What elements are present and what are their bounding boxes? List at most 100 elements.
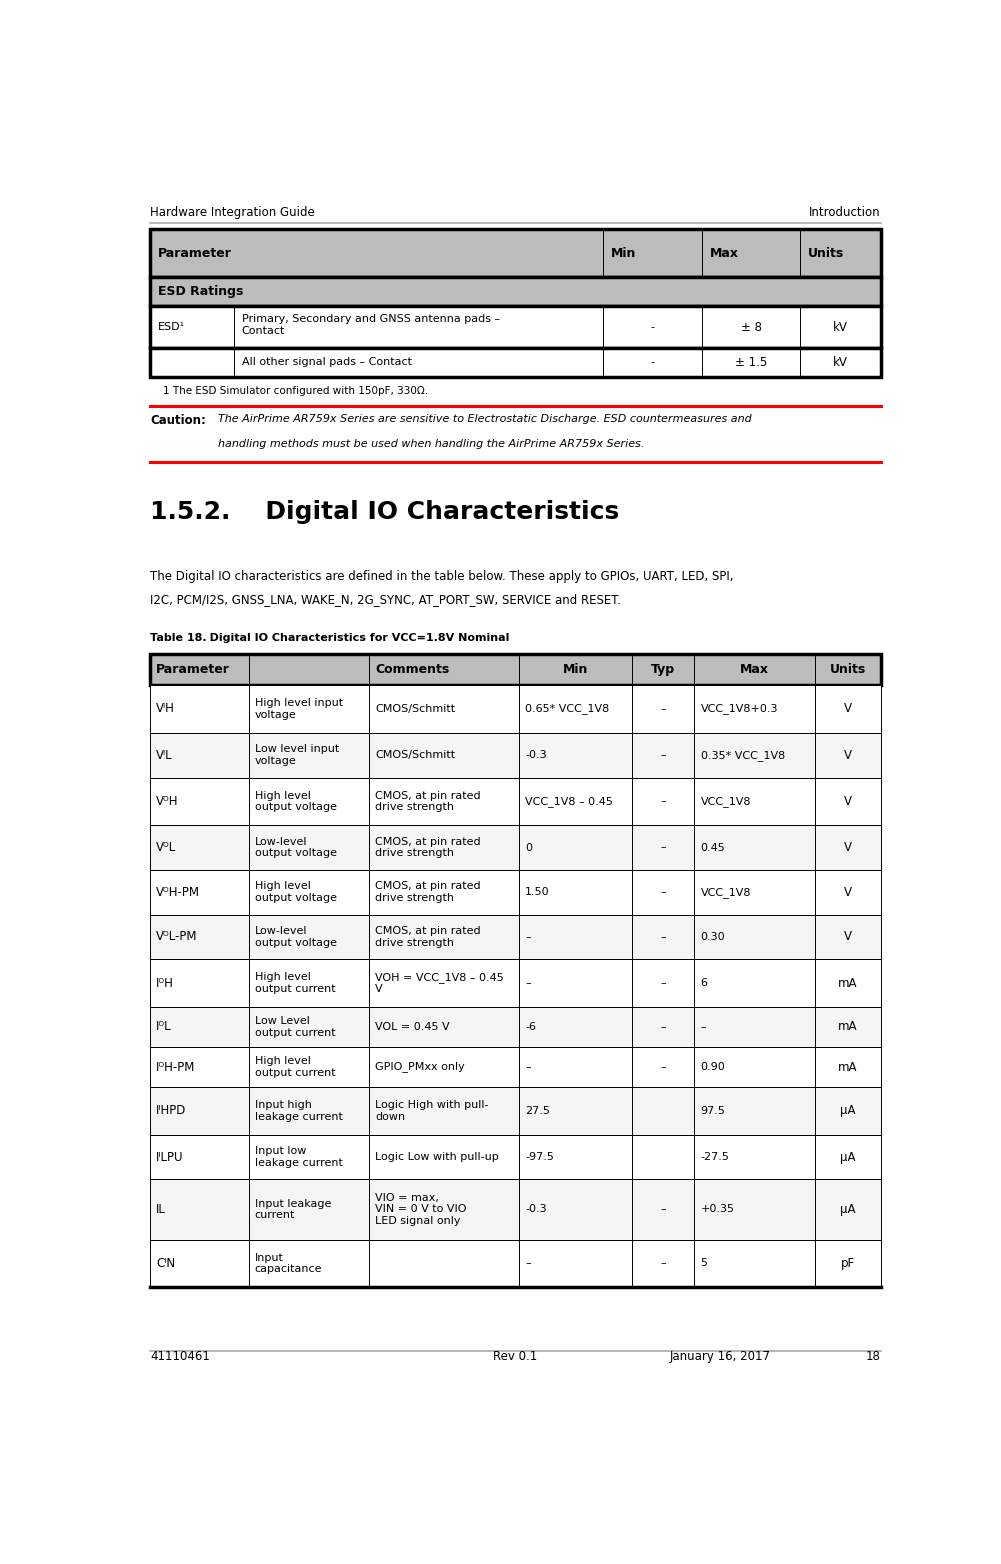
Text: V: V — [844, 841, 852, 854]
Bar — [150, 1087, 881, 1135]
Text: -27.5: -27.5 — [701, 1153, 730, 1162]
Text: Units: Units — [830, 663, 866, 676]
Text: High level input
voltage: High level input voltage — [255, 698, 343, 719]
Text: Input low
leakage current: Input low leakage current — [255, 1146, 342, 1168]
Text: Low Level
output current: Low Level output current — [255, 1017, 335, 1038]
Text: 0.65* VCC_1V8: 0.65* VCC_1V8 — [526, 704, 610, 715]
Text: Max: Max — [710, 247, 739, 260]
Text: 18: 18 — [866, 1350, 881, 1362]
Bar — [150, 870, 881, 915]
Text: –: – — [661, 1062, 666, 1071]
Text: 1 The ESD Simulator configured with 150pF, 330Ω.: 1 The ESD Simulator configured with 150p… — [150, 386, 428, 396]
Text: mA: mA — [838, 1020, 858, 1034]
Text: mA: mA — [838, 1060, 858, 1073]
Text: GPIO_PMxx only: GPIO_PMxx only — [375, 1062, 465, 1073]
Bar — [150, 959, 881, 1007]
Text: Logic High with pull-
down: Logic High with pull- down — [375, 1099, 488, 1121]
Bar — [150, 654, 881, 685]
Text: Min: Min — [611, 247, 637, 260]
Text: –: – — [661, 932, 666, 942]
Text: 5: 5 — [701, 1259, 708, 1268]
Text: 0.45: 0.45 — [701, 843, 726, 852]
Text: -0.3: -0.3 — [526, 751, 547, 760]
Text: 27.5: 27.5 — [526, 1106, 551, 1115]
Text: January 16, 2017: January 16, 2017 — [670, 1350, 770, 1362]
Text: 0.90: 0.90 — [701, 1062, 726, 1071]
Text: 0: 0 — [526, 843, 533, 852]
Text: handling methods must be used when handling the AirPrime AR759x Series.: handling methods must be used when handl… — [218, 438, 645, 449]
Text: –: – — [661, 1021, 666, 1032]
Text: VIO = max,
VIN = 0 V to VIO
LED signal only: VIO = max, VIN = 0 V to VIO LED signal o… — [375, 1193, 466, 1226]
Bar — [150, 915, 881, 959]
Text: All other signal pads – Contact: All other signal pads – Contact — [241, 358, 411, 368]
Text: Input
capacitance: Input capacitance — [255, 1253, 322, 1275]
Text: Low-level
output voltage: Low-level output voltage — [255, 837, 336, 859]
Text: VᴼL: VᴼL — [156, 841, 176, 854]
Text: VᴵL: VᴵL — [156, 749, 173, 762]
Bar — [150, 1046, 881, 1087]
Text: 41110461: 41110461 — [150, 1350, 210, 1362]
Text: VᴼL-PM: VᴼL-PM — [156, 931, 197, 943]
Bar — [150, 1240, 881, 1287]
Text: 97.5: 97.5 — [701, 1106, 726, 1115]
Text: kV: kV — [833, 357, 848, 369]
Text: kV: kV — [833, 321, 848, 333]
Text: Logic Low with pull-up: Logic Low with pull-up — [375, 1153, 499, 1162]
Text: μA: μA — [840, 1104, 856, 1117]
Text: The AirPrime AR759x Series are sensitive to Electrostatic Discharge. ESD counter: The AirPrime AR759x Series are sensitive… — [218, 414, 752, 424]
Text: IᴼH-PM: IᴼH-PM — [156, 1060, 195, 1073]
Text: 1.50: 1.50 — [526, 887, 550, 898]
Text: 6: 6 — [701, 978, 708, 988]
Text: High level
output current: High level output current — [255, 973, 335, 993]
Text: Parameter: Parameter — [156, 663, 230, 676]
Text: VCC_1V8+0.3: VCC_1V8+0.3 — [701, 704, 778, 715]
Text: V: V — [844, 931, 852, 943]
Text: Input high
leakage current: Input high leakage current — [255, 1099, 342, 1121]
Text: Primary, Secondary and GNSS antenna pads –
Contact: Primary, Secondary and GNSS antenna pads… — [241, 314, 499, 336]
Text: Comments: Comments — [375, 663, 449, 676]
Text: I2C, PCM/I2S, GNSS_LNA, WAKE_N, 2G_SYNC, AT_PORT_SW, SERVICE and RESET.: I2C, PCM/I2S, GNSS_LNA, WAKE_N, 2G_SYNC,… — [150, 593, 621, 605]
Text: –: – — [661, 978, 666, 988]
Text: –: – — [661, 843, 666, 852]
Text: Low-level
output voltage: Low-level output voltage — [255, 926, 336, 948]
Text: Caution:: Caution: — [150, 414, 206, 427]
Text: High level
output voltage: High level output voltage — [255, 882, 336, 902]
Text: ± 8: ± 8 — [741, 321, 762, 333]
Text: 1.5.2.    Digital IO Characteristics: 1.5.2. Digital IO Characteristics — [150, 500, 620, 524]
Text: VOL = 0.45 V: VOL = 0.45 V — [375, 1021, 450, 1032]
Text: –: – — [701, 1021, 707, 1032]
Text: μA: μA — [840, 1151, 856, 1164]
Text: CMOS, at pin rated
drive strength: CMOS, at pin rated drive strength — [375, 837, 481, 859]
Text: Rev 0.1: Rev 0.1 — [493, 1350, 538, 1362]
Text: pF: pF — [841, 1257, 855, 1270]
Bar — [150, 347, 881, 377]
Text: IᴼH: IᴼH — [156, 976, 174, 990]
Text: Introduction: Introduction — [809, 206, 881, 219]
Text: Low level input
voltage: Low level input voltage — [255, 744, 339, 766]
Text: –: – — [661, 751, 666, 760]
Bar — [150, 1179, 881, 1240]
Text: High level
output voltage: High level output voltage — [255, 790, 336, 812]
Text: VOH = VCC_1V8 – 0.45
V: VOH = VCC_1V8 – 0.45 V — [375, 971, 505, 995]
Bar — [150, 307, 881, 347]
Text: -6: -6 — [526, 1021, 537, 1032]
Text: CMOS, at pin rated
drive strength: CMOS, at pin rated drive strength — [375, 790, 481, 812]
Bar — [150, 1135, 881, 1179]
Text: 0.35* VCC_1V8: 0.35* VCC_1V8 — [701, 749, 785, 760]
Text: VᴵH: VᴵH — [156, 702, 175, 715]
Text: -: - — [651, 322, 655, 332]
Text: +0.35: +0.35 — [701, 1204, 735, 1215]
Text: mA: mA — [838, 976, 858, 990]
Text: Typ: Typ — [652, 663, 676, 676]
Text: –: – — [526, 978, 531, 988]
Text: VCC_1V8 – 0.45: VCC_1V8 – 0.45 — [526, 796, 613, 807]
Text: CMOS, at pin rated
drive strength: CMOS, at pin rated drive strength — [375, 882, 481, 902]
Text: –: – — [526, 932, 531, 942]
Bar — [150, 777, 881, 826]
Text: ± 1.5: ± 1.5 — [735, 357, 767, 369]
Text: CMOS, at pin rated
drive strength: CMOS, at pin rated drive strength — [375, 926, 481, 948]
Text: V: V — [844, 795, 852, 809]
Bar — [150, 1007, 881, 1046]
Text: -: - — [651, 358, 655, 368]
Text: CᴵN: CᴵN — [156, 1257, 175, 1270]
